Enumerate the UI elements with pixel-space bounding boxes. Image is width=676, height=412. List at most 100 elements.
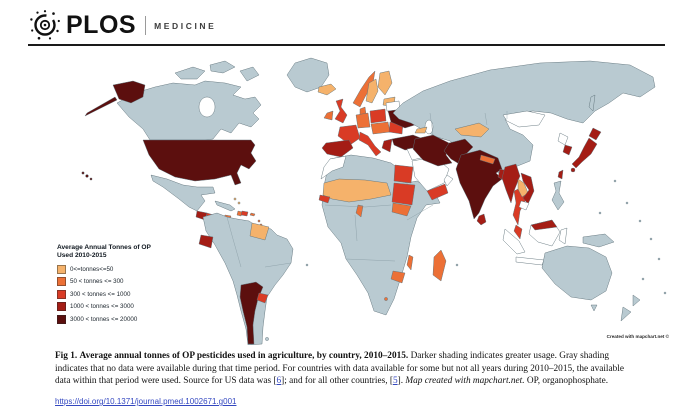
country-tasmania	[590, 304, 598, 312]
country-nepal	[479, 154, 496, 165]
caspian-sea	[424, 119, 434, 135]
world-map	[81, 57, 667, 345]
island-dot	[641, 277, 645, 281]
country-cuba	[214, 200, 236, 212]
country-puerto-rico	[249, 212, 256, 217]
country-sri-lanka	[476, 213, 487, 226]
island-dot	[598, 211, 602, 215]
legend-title: Average Annual Tonnes of OP Used 2010-20…	[57, 244, 177, 260]
country-sweden	[365, 78, 379, 104]
country-benin-togo	[355, 204, 364, 218]
plos-brand: PLOS	[66, 10, 137, 39]
caption-map-credit-italic: Map created with mapchart.net.	[405, 376, 525, 387]
country-norway	[352, 70, 376, 108]
legend-swatch-5	[57, 314, 66, 324]
figure-map: Average Annual Tonnes of OP Used 2010-20…	[55, 53, 671, 345]
legend-swatch-4	[57, 302, 66, 312]
caption-title: Average annual tonnes of OP pesticides u…	[79, 351, 409, 361]
country-guyana-suriname	[249, 222, 270, 241]
country-caucasus	[414, 126, 428, 134]
island-dot	[455, 263, 459, 267]
country-zimbabwe	[390, 270, 406, 284]
country-poland	[369, 108, 387, 124]
map-credit: Created with mapchart.net ©	[606, 334, 669, 339]
legend-label-2: 50 < tonnes <= 300	[70, 278, 124, 286]
island-dot	[649, 237, 653, 241]
legend-item: 300 < tonnes <= 1000	[57, 289, 177, 299]
reference-link-5[interactable]: 5	[392, 376, 398, 387]
caption-fig-label: Fig 1.	[55, 351, 78, 361]
doi-link[interactable]: https://doi.org/10.1371/journal.pmed.100…	[55, 397, 237, 406]
island-dot	[305, 263, 309, 267]
legend-label-1: 0<=tonnes<=50	[70, 266, 114, 273]
country-new-zealand	[632, 294, 641, 307]
island-dot	[663, 291, 667, 295]
country-france	[337, 124, 361, 146]
caption-body-2: ]; and for all other countries, [	[281, 376, 393, 387]
country-arctic-islands	[239, 66, 260, 82]
island-dot	[613, 179, 617, 183]
country-japan	[588, 127, 602, 141]
legend-item: 50 < tonnes <= 300	[57, 277, 177, 287]
island-dot	[657, 257, 661, 261]
country-japan	[571, 137, 598, 169]
country-italy	[358, 131, 382, 157]
country-central-europe	[370, 121, 391, 135]
country-australia	[541, 245, 613, 301]
country-senegal	[318, 194, 331, 204]
map-legend: Average Annual Tonnes of OP Used 2010-20…	[57, 244, 177, 327]
country-south-korea	[562, 144, 573, 156]
country-ecuador	[198, 234, 214, 249]
country-malaysia-peninsular	[513, 224, 523, 240]
legend-swatch-3	[57, 289, 66, 299]
legend-item: 0<=tonnes<=50	[57, 265, 177, 274]
country-india	[455, 149, 503, 220]
journal-name: MEDICINE	[154, 21, 217, 31]
country-vietnam	[520, 172, 535, 205]
country-finland	[377, 70, 393, 96]
country-haiti	[236, 210, 243, 217]
legend-title-line1: Average Annual Tonnes of OP	[57, 244, 151, 251]
country-cambodia	[518, 200, 530, 211]
country-dominican-republic	[240, 210, 249, 217]
country-philippines	[551, 180, 565, 211]
country-germany	[355, 112, 371, 129]
country-madagascar	[432, 249, 447, 282]
country-iceland	[317, 83, 337, 96]
plos-logo-icon	[30, 10, 60, 40]
country-united-kingdom	[334, 98, 348, 124]
caption-body-3: ].	[397, 376, 406, 387]
country-central-asia	[454, 122, 490, 138]
country-mexico	[150, 174, 216, 212]
legend-item: 3000 < tonnes <= 20000	[57, 314, 177, 324]
country-uruguay	[256, 292, 269, 304]
country-greenland	[286, 57, 330, 93]
country-argentina	[239, 281, 264, 345]
country-greece	[381, 138, 393, 153]
country-new-zealand	[620, 306, 632, 322]
journal-header: PLOS MEDICINE	[28, 6, 665, 46]
caption-body-4: OP, organophosphate.	[524, 376, 609, 387]
internal-border	[226, 111, 508, 268]
island-dot	[638, 219, 642, 223]
country-sakhalin	[588, 94, 596, 112]
legend-label-5: 3000 < tonnes <= 20000	[70, 315, 138, 323]
country-egypt	[393, 164, 414, 184]
country-alaska-us	[112, 80, 146, 104]
country-morocco	[320, 155, 347, 180]
country-lesotho	[384, 297, 388, 301]
country-taiwan	[557, 169, 564, 180]
country-united-states	[142, 139, 257, 186]
legend-item: 1000 < tonnes <= 3000	[57, 302, 177, 312]
country-new-guinea	[582, 233, 615, 248]
country-oman	[443, 174, 454, 187]
country-north-korea	[557, 132, 569, 146]
country-myanmar	[501, 163, 521, 204]
country-aleutian-islands	[84, 96, 118, 117]
country-mongolia	[502, 110, 546, 128]
country-bahamas	[233, 197, 241, 205]
reference-link-6[interactable]: 6	[276, 376, 282, 387]
hudson-bay	[198, 96, 216, 118]
country-hawaii	[81, 171, 93, 181]
